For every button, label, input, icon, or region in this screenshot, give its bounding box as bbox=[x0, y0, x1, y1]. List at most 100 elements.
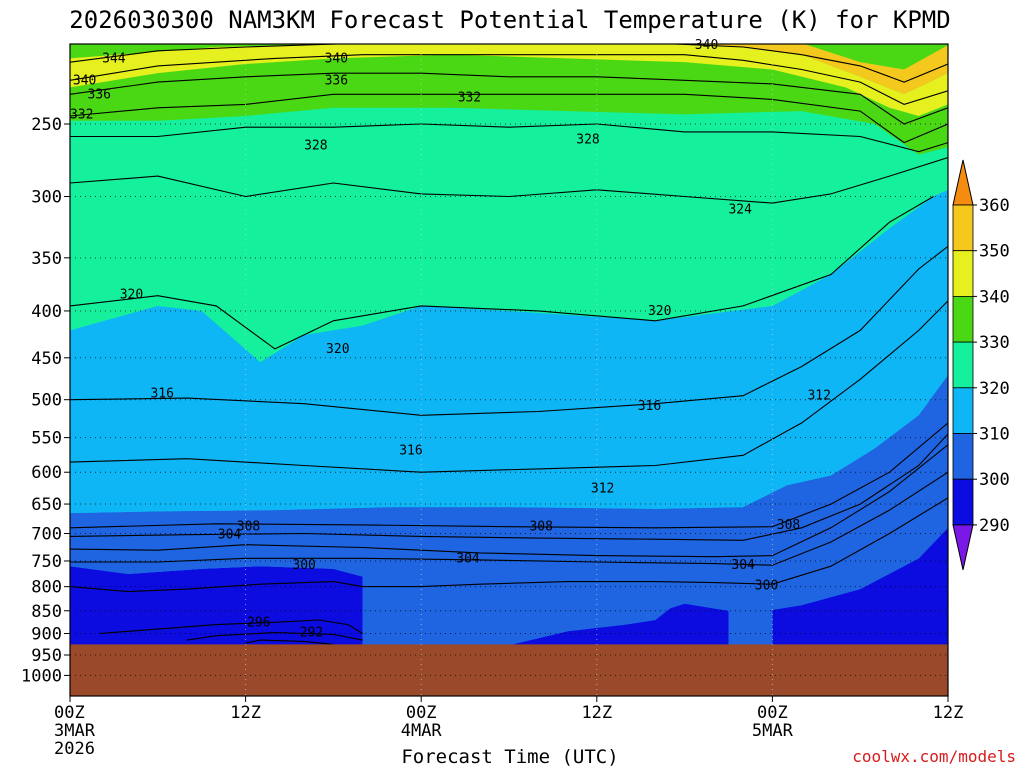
band-b290_300_c bbox=[772, 527, 948, 649]
contour-c302 bbox=[70, 471, 948, 566]
contour-label: 340 bbox=[73, 73, 96, 88]
x-tick-label: 00Z bbox=[406, 703, 437, 723]
contour-label: 300 bbox=[292, 558, 315, 573]
y-tick-label: 350 bbox=[31, 249, 62, 269]
colorbar-swatch bbox=[952, 433, 974, 480]
contour-label: 308 bbox=[777, 518, 800, 533]
contour-c344 bbox=[70, 44, 948, 83]
fill-layer bbox=[70, 44, 948, 649]
contour-label: 312 bbox=[591, 481, 614, 496]
contour-c328 bbox=[70, 123, 948, 153]
colorbar-swatch bbox=[952, 387, 974, 434]
contour-label: 320 bbox=[326, 342, 349, 357]
contour-label: 316 bbox=[638, 399, 661, 414]
contour-c292 bbox=[187, 632, 363, 641]
x-tick-label: 00Z bbox=[757, 703, 788, 723]
contour-label: 324 bbox=[728, 203, 752, 218]
y-tick-label: 650 bbox=[31, 495, 62, 515]
y-tick-label: 400 bbox=[31, 302, 62, 322]
grid-lines bbox=[70, 44, 948, 696]
y-tick-label: 600 bbox=[31, 463, 62, 483]
x-tick-label: 12Z bbox=[933, 703, 964, 723]
y-tick-label: 450 bbox=[31, 349, 62, 369]
contour-c336 bbox=[70, 72, 948, 125]
contour-label: 344 bbox=[102, 51, 126, 66]
contour-c304 bbox=[70, 444, 948, 558]
contour-label: 336 bbox=[325, 73, 348, 88]
y-tick-label: 900 bbox=[31, 624, 62, 644]
source-credit: coolwx.com/models bbox=[852, 747, 1016, 766]
x-tick-date: 3MAR bbox=[54, 721, 96, 741]
colorbar-cap-top bbox=[952, 159, 974, 206]
contour-c312 bbox=[70, 300, 948, 473]
contour-label: 320 bbox=[120, 288, 143, 303]
contour-label: 312 bbox=[807, 389, 830, 404]
terrain-block bbox=[70, 644, 948, 696]
contour-label: 320 bbox=[648, 304, 671, 319]
contour-c308 bbox=[70, 422, 948, 529]
y-tick-label: 850 bbox=[31, 602, 62, 622]
y-tick-label: 300 bbox=[31, 188, 62, 208]
y-tick-label: 1000 bbox=[21, 666, 62, 686]
y-tick-label: 750 bbox=[31, 552, 62, 572]
contour-label: 296 bbox=[247, 615, 270, 630]
contour-c288 bbox=[245, 639, 334, 645]
chart-title: 2026030300 NAM3KM Forecast Potential Tem… bbox=[69, 6, 950, 34]
contour-label: 316 bbox=[150, 386, 173, 401]
colorbar-swatch bbox=[952, 204, 974, 252]
colorbar-swatch bbox=[952, 250, 974, 297]
x-tick-label: 12Z bbox=[581, 703, 612, 723]
colorbar-swatch bbox=[952, 295, 974, 343]
contour-label: 328 bbox=[304, 139, 327, 154]
contour-label: 340 bbox=[695, 38, 718, 53]
x-tick-year: 2026 bbox=[54, 739, 95, 759]
y-tick-label: 950 bbox=[31, 646, 62, 666]
contour-c324 bbox=[70, 156, 948, 204]
contour-label: 336 bbox=[88, 87, 111, 102]
colorbar-label: 340 bbox=[979, 287, 1010, 307]
colorbar-swatch bbox=[952, 341, 974, 389]
contour-label: 328 bbox=[576, 133, 599, 148]
y-tick-label: 550 bbox=[31, 429, 62, 449]
contour-label: 308 bbox=[529, 520, 552, 535]
contour-label: 332 bbox=[70, 107, 93, 122]
band-b290_300_b bbox=[494, 603, 729, 649]
band-b300_310 bbox=[70, 375, 948, 649]
band-b350_360 bbox=[675, 44, 948, 95]
contour-label: 304 bbox=[456, 551, 480, 566]
contour-lines bbox=[70, 44, 948, 645]
band-b340_350 bbox=[70, 44, 948, 116]
colorbar-label: 330 bbox=[979, 333, 1010, 353]
colorbar-swatch bbox=[952, 478, 974, 526]
contour-label: 332 bbox=[458, 91, 481, 106]
colorbar-legend: 360 350 340 330 320 310 300 290 bbox=[952, 159, 1010, 571]
colorbar-label: 360 bbox=[979, 196, 1010, 216]
y-tick-label: 800 bbox=[31, 578, 62, 598]
colorbar-label: 290 bbox=[979, 516, 1010, 536]
x-tick-label: 00Z bbox=[54, 703, 85, 723]
contour-label: 316 bbox=[399, 443, 422, 458]
band-b330_340 bbox=[70, 54, 948, 155]
contour-c316 bbox=[70, 245, 948, 416]
plot-frame bbox=[69, 43, 949, 697]
contour-label: 300 bbox=[755, 579, 778, 594]
y-tick-label: 700 bbox=[31, 525, 62, 545]
x-tick-label: 12Z bbox=[230, 703, 261, 723]
colorbar-label: 300 bbox=[979, 470, 1010, 490]
colorbar-label: 320 bbox=[979, 379, 1010, 399]
x-axis-title: Forecast Time (UTC) bbox=[401, 746, 618, 768]
band-b290_300 bbox=[70, 566, 363, 649]
contour-c300 bbox=[70, 497, 948, 593]
x-tick-date: 5MAR bbox=[752, 721, 794, 741]
contour-c296 bbox=[99, 619, 363, 635]
y-tick-label: 500 bbox=[31, 391, 62, 411]
contour-label: 308 bbox=[237, 520, 260, 535]
contour-c340 bbox=[70, 54, 948, 105]
band-b320_330 bbox=[70, 107, 948, 363]
y-tick-label: 250 bbox=[31, 115, 62, 135]
contour-label: 292 bbox=[300, 626, 323, 641]
contour-c332 bbox=[70, 93, 948, 144]
